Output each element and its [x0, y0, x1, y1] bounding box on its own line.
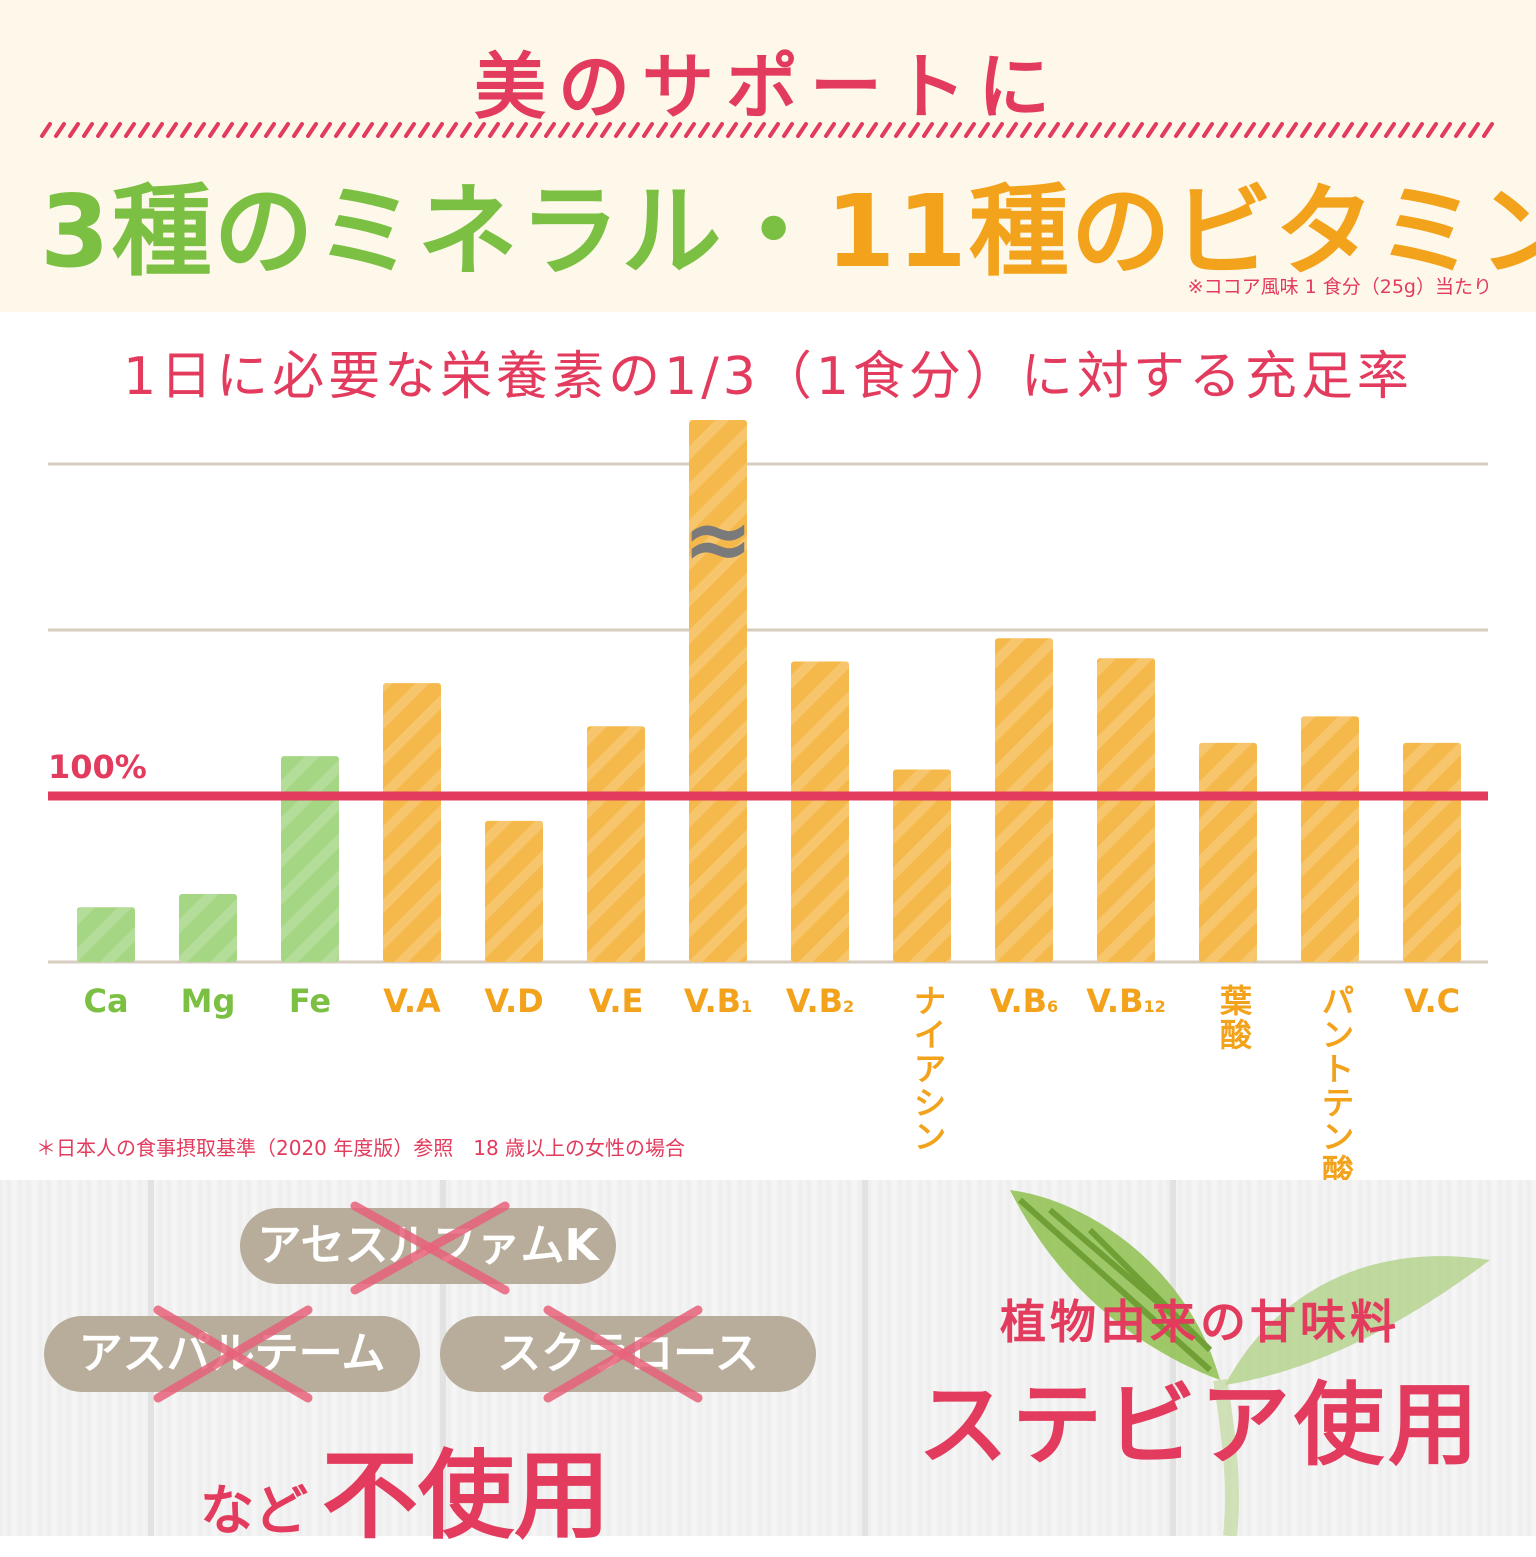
- category-label: V.B2: [786, 982, 854, 1020]
- zigzag-divider: [40, 122, 1496, 138]
- stevia-leaf-icon: [1010, 1190, 1490, 1536]
- category-label: V.E: [589, 982, 644, 1020]
- bar-stripes: [893, 769, 951, 962]
- category-label: Mg: [181, 982, 236, 1020]
- chart-title: 1日に必要な栄養素の1/3（1食分）に対する充足率: [123, 347, 1413, 407]
- nado-label: など: [200, 1479, 308, 1542]
- category-label: テ: [1322, 1084, 1354, 1122]
- chart-footnote: ＊日本人の食事摂取基準（2020 年度版）参照 18 歳以上の女性の場合: [36, 1136, 686, 1160]
- category-label: ン: [1322, 1016, 1354, 1054]
- bar-stripes: [1403, 742, 1461, 962]
- wood-plank-line: [862, 1180, 868, 1536]
- bar-stripes: [485, 820, 543, 962]
- stevia-used-title: ステビア使用: [918, 1373, 1482, 1478]
- category-label: 酸: [1322, 1152, 1355, 1180]
- bar-stripes: [1097, 658, 1155, 962]
- bar-stripes: [587, 726, 645, 962]
- category-label: パ: [1322, 982, 1354, 1020]
- bar-stripes: [1301, 716, 1359, 962]
- category-label: 酸: [1220, 1016, 1253, 1054]
- fushiyou-label: 不使用: [322, 1440, 610, 1552]
- category-label: ア: [914, 1050, 946, 1088]
- bar-stripes: [281, 756, 339, 962]
- category-label: イ: [914, 1016, 946, 1054]
- bar-stripes: [791, 661, 849, 962]
- category-label: ン: [1322, 1118, 1354, 1156]
- headline: 美のサポートに: [473, 45, 1062, 129]
- category-label: V.A: [383, 982, 441, 1020]
- cross-mark-icon: [153, 1305, 313, 1403]
- category-label: ト: [1322, 1050, 1354, 1088]
- not-used-text: など 不使用: [200, 1418, 610, 1557]
- cross-mark-icon: [350, 1201, 510, 1295]
- bar-stripes: [179, 893, 237, 962]
- minerals-claim: 3種のミネラル: [40, 173, 724, 290]
- serving-note: ※ココア風味 1 食分（25g）当たり: [1187, 276, 1492, 298]
- category-label: ン: [914, 1118, 946, 1156]
- category-label: V.B1: [684, 982, 752, 1020]
- category-label: 葉: [1219, 982, 1253, 1020]
- category-label: V.C: [1404, 982, 1460, 1020]
- bar-stripes: [689, 420, 747, 962]
- category-label: シ: [914, 1084, 946, 1122]
- category-label: V.B12: [1086, 982, 1165, 1020]
- axis-break-mark: ≈: [683, 490, 753, 588]
- plant-sweetener-subtitle: 植物由来の甘味料: [1000, 1295, 1400, 1349]
- category-label: Fe: [289, 982, 331, 1020]
- top-banner: 美のサポートに 3種のミネラル・11種のビタミン ※ココア風味 1 食分（25g…: [0, 0, 1536, 312]
- cross-mark-icon: [543, 1305, 703, 1403]
- vitamins-claim: 11種のビタミン: [825, 173, 1536, 290]
- category-label: Ca: [83, 982, 128, 1020]
- category-label: V.B6: [990, 982, 1058, 1020]
- reference-line-label: 100%: [48, 748, 147, 786]
- separator-dot: ・: [723, 173, 826, 290]
- main-claim: 3種のミネラル・11種のビタミン: [40, 150, 1536, 295]
- category-label: V.D: [484, 982, 543, 1020]
- category-label: ナ: [914, 982, 946, 1020]
- bar-stripes: [77, 907, 135, 962]
- bar-stripes: [1199, 742, 1257, 962]
- bar-stripes: [383, 683, 441, 962]
